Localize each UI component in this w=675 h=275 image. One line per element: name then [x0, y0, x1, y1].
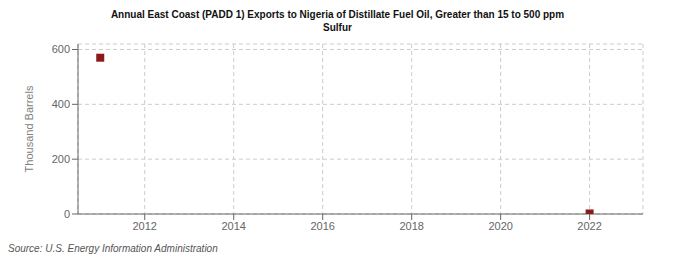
svg-text:200: 200: [52, 153, 70, 165]
svg-text:2022: 2022: [577, 220, 601, 232]
svg-text:2020: 2020: [488, 220, 512, 232]
html-text:Source: U.S. Energy Informatio: Source: U.S. Energy Information Administ…: [8, 243, 218, 254]
svg-text:2012: 2012: [132, 220, 156, 232]
svg-text:2014: 2014: [221, 220, 245, 232]
svg-text:600: 600: [52, 43, 70, 55]
html-text:Sulfur: Sulfur: [323, 22, 352, 33]
svg-text:0: 0: [64, 208, 70, 220]
svg-text:2018: 2018: [399, 220, 423, 232]
svg-text:400: 400: [52, 98, 70, 110]
html-text:Annual East Coast (PADD 1) Exp: Annual East Coast (PADD 1) Exports to Ni…: [110, 9, 565, 20]
svg-text:Thousand Barrels: Thousand Barrels: [23, 85, 35, 172]
svg-text:2016: 2016: [310, 220, 334, 232]
